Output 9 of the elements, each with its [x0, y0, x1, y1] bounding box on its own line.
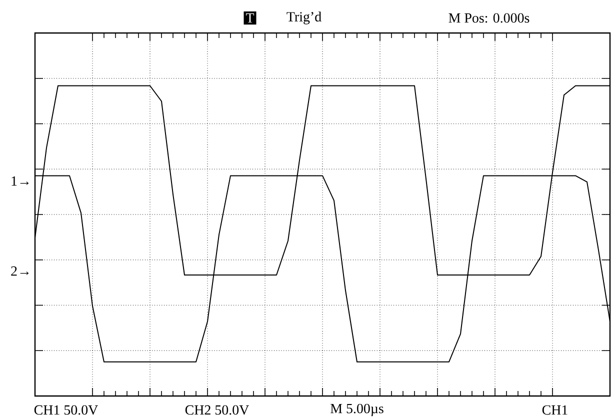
text: 1→: [12, 176, 29, 186]
text: CH2 50.0V: [185, 405, 250, 415]
text: M 5.00µs: [330, 404, 384, 416]
text: CH1: [542, 405, 568, 415]
text: Trig’d: [286, 12, 322, 24]
text: CH1 50.0V: [34, 405, 98, 415]
text: M Pos: 0.000s: [448, 13, 530, 23]
text: 2→: [11, 266, 29, 276]
text: T: [246, 13, 254, 23]
